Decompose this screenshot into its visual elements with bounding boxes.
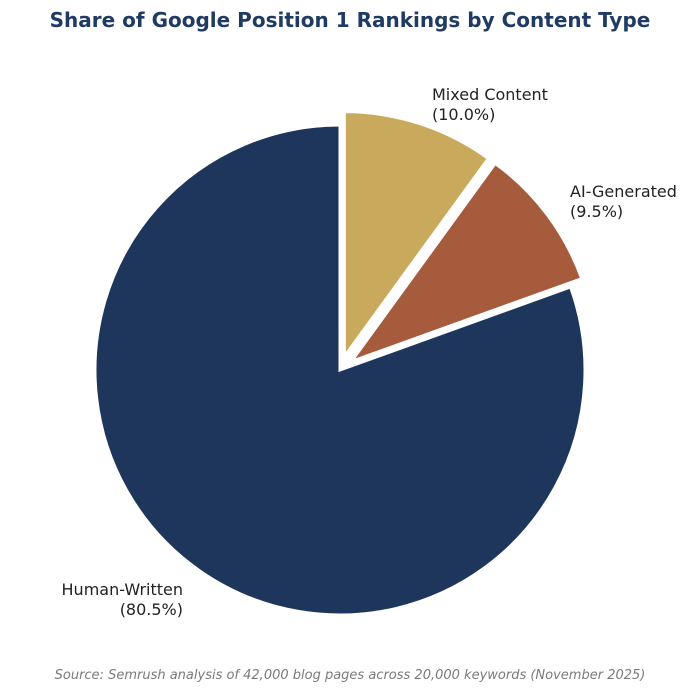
chart-title: Share of Google Position 1 Rankings by C… <box>49 8 651 32</box>
pie-slice-human-written <box>93 123 587 617</box>
source-note: Source: Semrush analysis of 42,000 blog … <box>54 668 646 683</box>
slice-label-human-written: Human-Written <box>62 580 183 599</box>
slice-value-human-written: (80.5%) <box>120 600 183 619</box>
slice-value-mixed-content: (10.0%) <box>432 105 495 124</box>
pie-slices <box>93 110 587 617</box>
slice-label-mixed-content: Mixed Content <box>432 85 548 104</box>
pie-slice-mixed-content <box>342 110 491 362</box>
pie-slice-ai-generated <box>347 161 584 365</box>
slice-value-ai-generated: (9.5%) <box>570 202 623 221</box>
slice-label-ai-generated: AI-Generated <box>570 182 677 201</box>
slice-labels: Mixed Content(10.0%) AI-Generated(9.5%) Hu… <box>62 85 677 619</box>
